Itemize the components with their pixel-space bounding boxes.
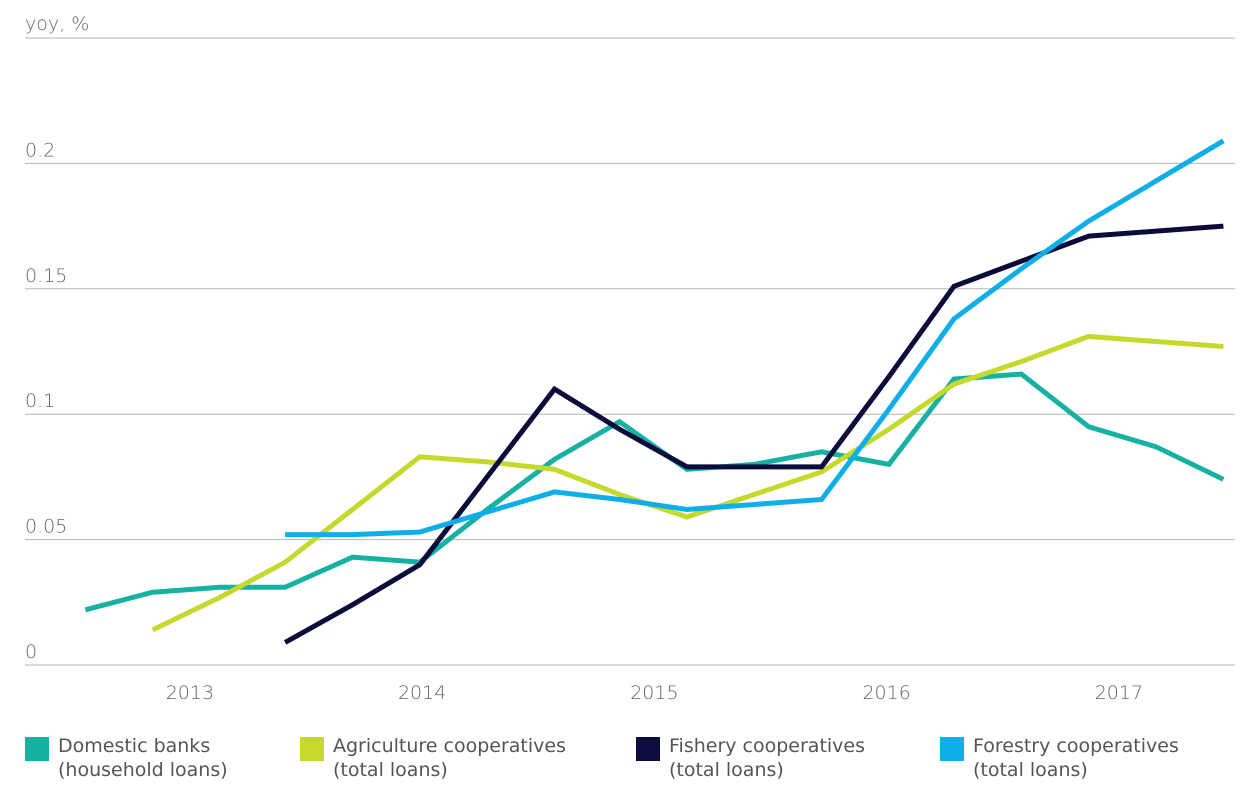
legend: Domestic banks (household loans) Agricult… (0, 735, 1243, 789)
y-axis-label: yoy, % (25, 13, 89, 35)
y-tick-label: 0 (25, 641, 37, 663)
series-line (283, 223, 1224, 645)
x-tick-label: 2013 (166, 682, 214, 704)
legend-swatch (636, 737, 660, 761)
chart: yoy, % 0 0.05 0.1 0.15 0.2 2013 2014 2015 2016 20… (25, 13, 1235, 704)
series-line (151, 333, 1224, 633)
x-tick-label: 2015 (630, 682, 678, 704)
legend-swatch (940, 737, 964, 761)
series-line (84, 371, 1225, 613)
legend-label: Agriculture cooperatives (total loans) (333, 735, 566, 781)
legend-swatch (25, 737, 49, 761)
y-tick-label: 0.1 (25, 390, 55, 412)
legend-label: Fishery cooperatives (total loans) (669, 735, 866, 781)
legend-label: Domestic banks (household loans) (58, 735, 228, 781)
x-tick-label: 2017 (1095, 682, 1143, 704)
x-tick-label: 2014 (398, 682, 446, 704)
series-line (285, 138, 1225, 538)
x-tick-label: 2016 (862, 682, 910, 704)
y-tick-label: 0.05 (25, 516, 67, 538)
legend-swatch (300, 737, 324, 761)
y-tick-label: 0.2 (25, 139, 55, 161)
legend-label: Forestry cooperatives (total loans) (973, 735, 1179, 781)
y-tick-label: 0.15 (25, 265, 67, 287)
